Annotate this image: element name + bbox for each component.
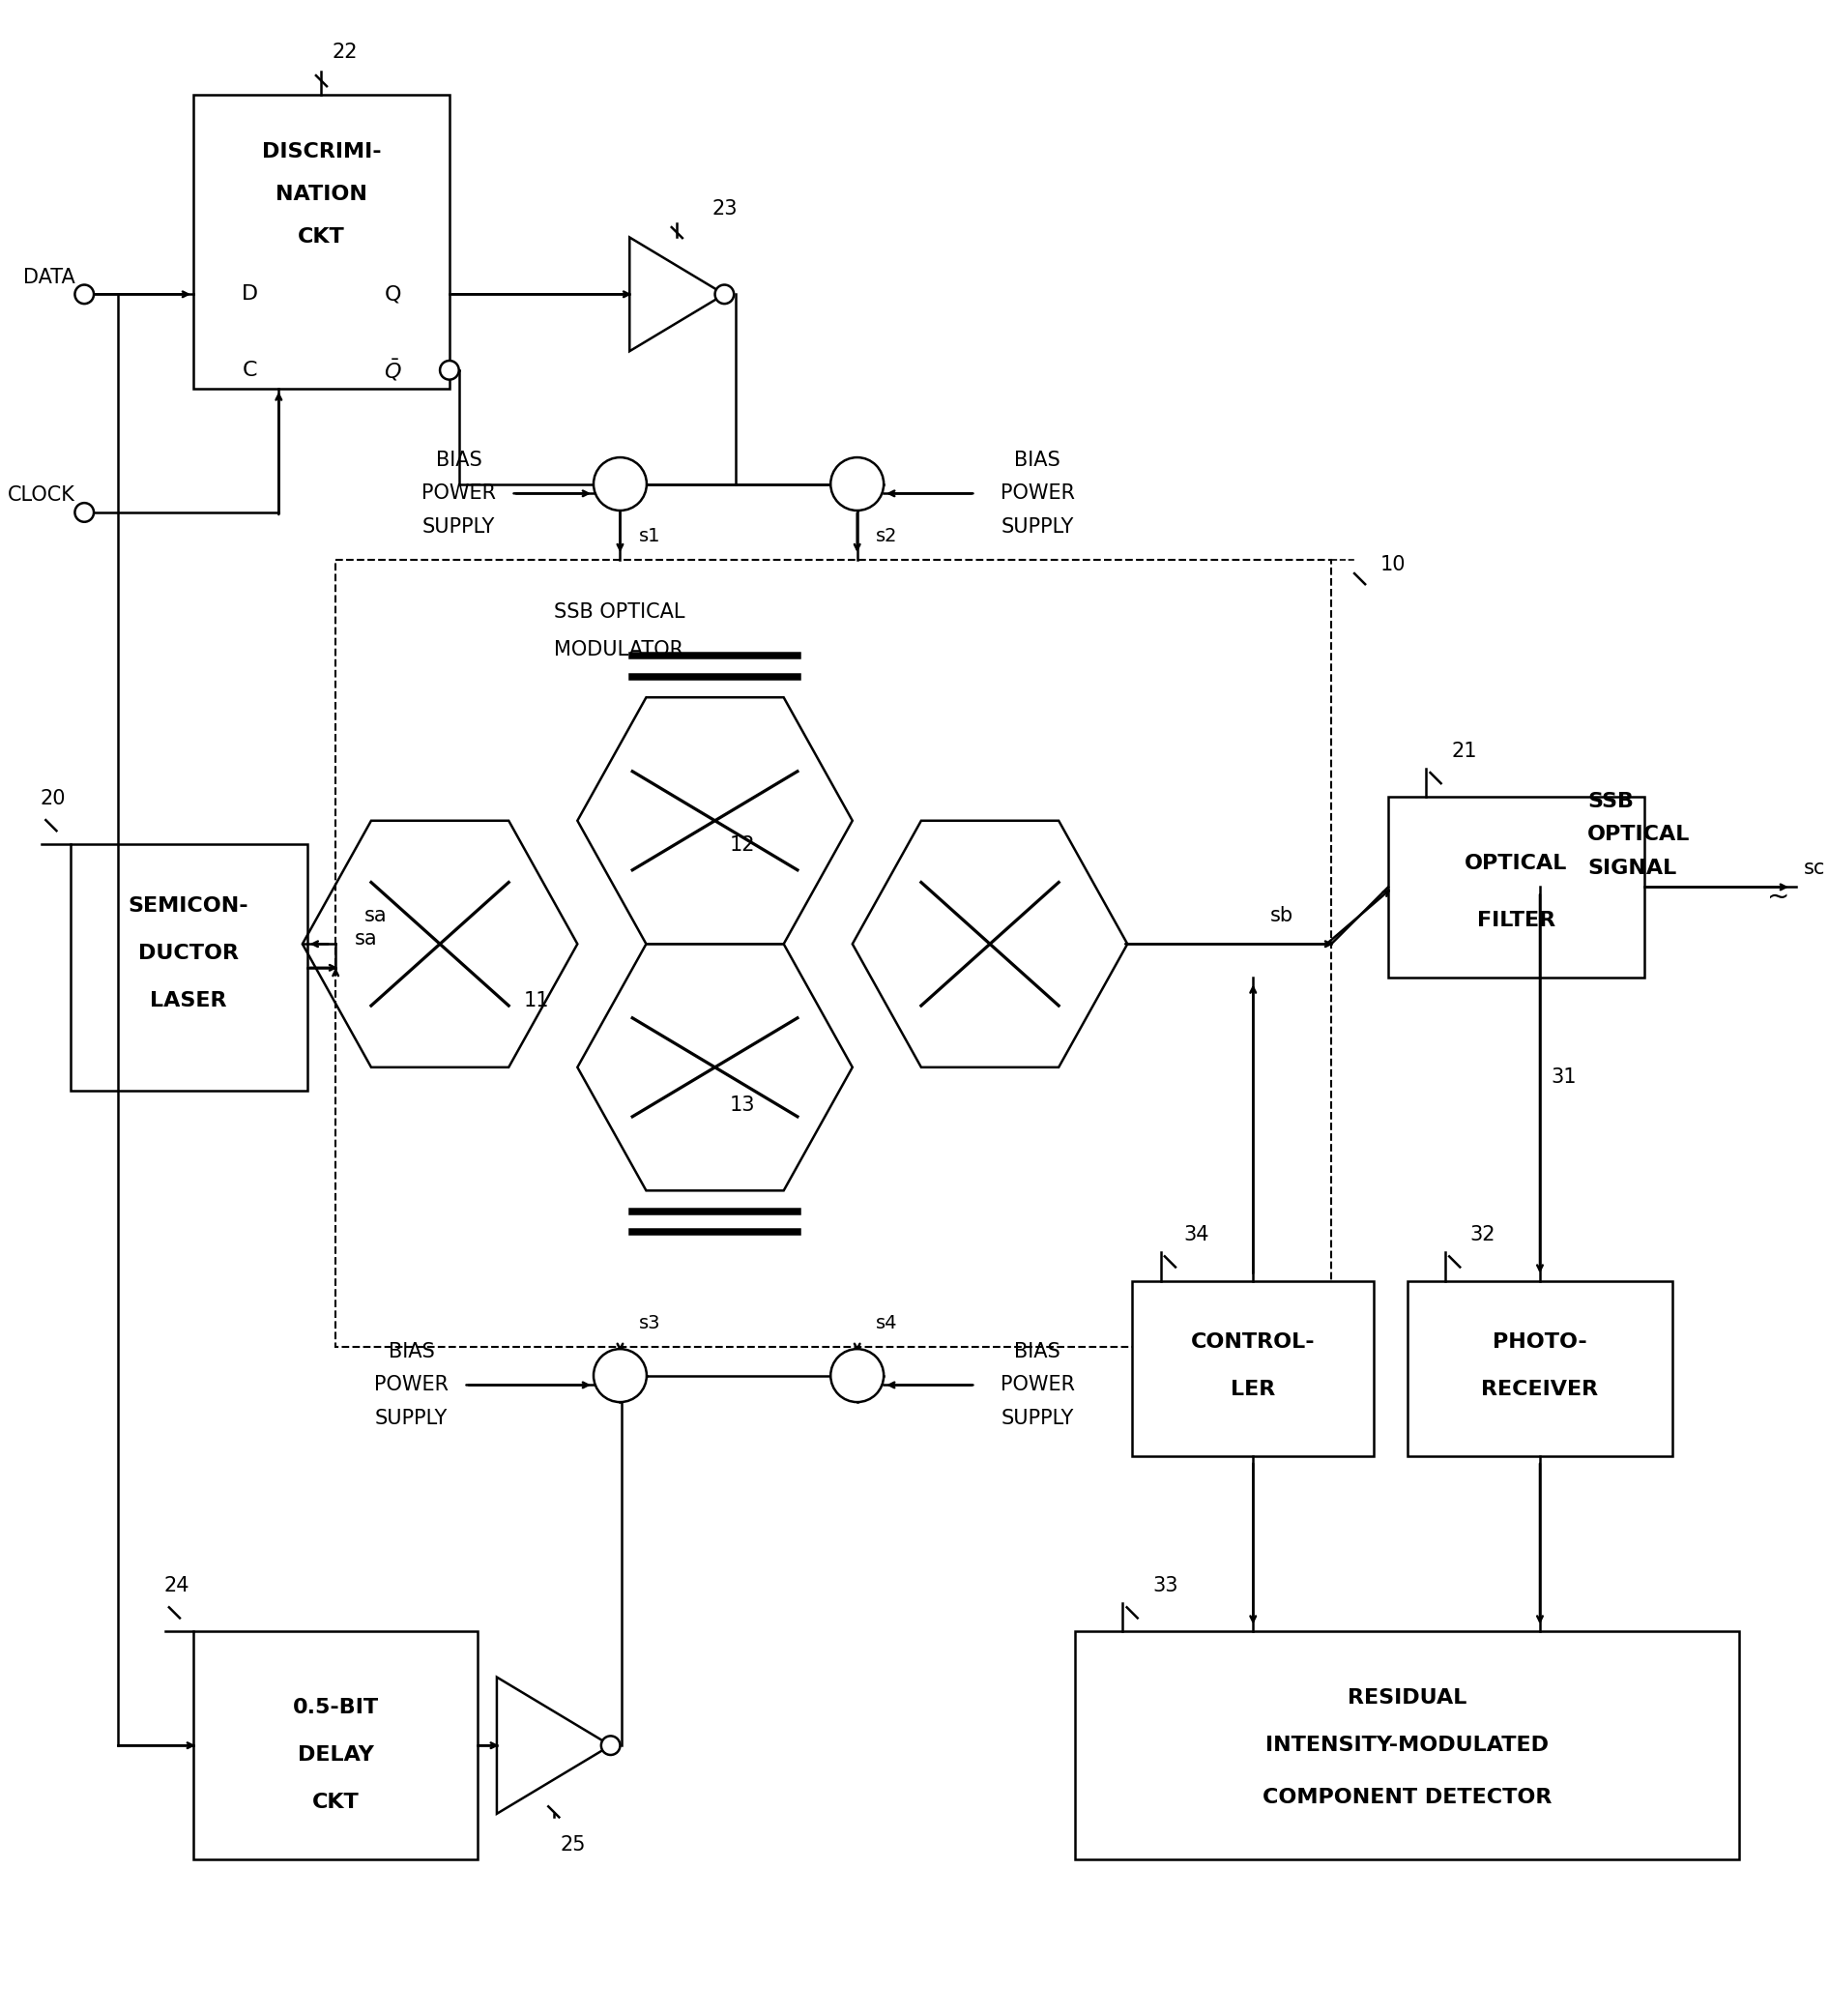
- Text: SEMICON-: SEMICON-: [128, 897, 249, 915]
- Bar: [194, 95, 450, 389]
- Text: 33: 33: [1152, 1577, 1178, 1597]
- Text: INTENSITY-MODULATED: INTENSITY-MODULATED: [1266, 1736, 1549, 1756]
- Text: SSB OPTICAL: SSB OPTICAL: [554, 603, 684, 621]
- Text: POWER: POWER: [375, 1375, 448, 1395]
- Text: sb: sb: [1269, 905, 1293, 925]
- Bar: [1388, 796, 1644, 978]
- Text: COMPONENT DETECTOR: COMPONENT DETECTOR: [1262, 1788, 1551, 1806]
- Text: SUPPLY: SUPPLY: [1000, 1409, 1074, 1427]
- Text: 13: 13: [730, 1095, 755, 1115]
- Text: 34: 34: [1183, 1226, 1209, 1244]
- Text: RESIDUAL: RESIDUAL: [1348, 1687, 1467, 1708]
- Text: SUPPLY: SUPPLY: [422, 516, 496, 536]
- Text: C: C: [243, 361, 258, 379]
- Bar: [1407, 1280, 1674, 1456]
- Circle shape: [830, 1349, 883, 1401]
- Text: $\bar{Q}$: $\bar{Q}$: [384, 357, 402, 383]
- Text: 0.5-BIT: 0.5-BIT: [293, 1697, 379, 1718]
- Text: LASER: LASER: [150, 992, 227, 1010]
- Text: 21: 21: [1450, 742, 1476, 762]
- Circle shape: [830, 458, 883, 510]
- Text: FILTER: FILTER: [1478, 911, 1555, 929]
- Circle shape: [441, 361, 459, 379]
- Text: OPTICAL: OPTICAL: [1588, 825, 1690, 845]
- Text: OPTICAL: OPTICAL: [1465, 853, 1567, 873]
- Text: LER: LER: [1231, 1381, 1275, 1399]
- Text: D: D: [241, 284, 258, 304]
- Text: s2: s2: [876, 526, 898, 544]
- Text: 11: 11: [523, 992, 549, 1010]
- Text: CKT: CKT: [298, 228, 346, 248]
- Text: s4: s4: [876, 1314, 898, 1333]
- Text: sa: sa: [355, 929, 377, 950]
- Text: CLOCK: CLOCK: [7, 486, 75, 506]
- Text: NATION: NATION: [276, 185, 368, 204]
- Text: 32: 32: [1471, 1226, 1496, 1244]
- Text: 20: 20: [40, 788, 66, 808]
- Text: CONTROL-: CONTROL-: [1191, 1333, 1315, 1353]
- Text: POWER: POWER: [1000, 484, 1075, 504]
- Text: 23: 23: [711, 200, 737, 218]
- Text: s1: s1: [638, 526, 660, 544]
- Text: BIAS: BIAS: [1015, 1343, 1061, 1361]
- Circle shape: [602, 1736, 620, 1756]
- Text: s3: s3: [638, 1314, 660, 1333]
- Text: DATA: DATA: [24, 268, 75, 286]
- Text: POWER: POWER: [422, 484, 496, 504]
- Text: RECEIVER: RECEIVER: [1481, 1381, 1599, 1399]
- Circle shape: [75, 284, 93, 304]
- Text: DUCTOR: DUCTOR: [139, 943, 240, 964]
- Text: BIAS: BIAS: [388, 1343, 435, 1361]
- Text: POWER: POWER: [1000, 1375, 1075, 1395]
- Bar: [1075, 1631, 1739, 1859]
- Text: DELAY: DELAY: [298, 1746, 373, 1764]
- Text: BIAS: BIAS: [435, 452, 483, 470]
- Bar: [70, 845, 307, 1091]
- Text: SUPPLY: SUPPLY: [375, 1409, 448, 1427]
- Text: 25: 25: [560, 1835, 585, 1855]
- Text: ~: ~: [1767, 883, 1791, 909]
- Circle shape: [594, 458, 647, 510]
- Text: MODULATOR: MODULATOR: [554, 641, 684, 659]
- Text: Q: Q: [384, 284, 401, 304]
- Text: SIGNAL: SIGNAL: [1588, 859, 1677, 877]
- Bar: [335, 560, 1332, 1347]
- Text: PHOTO-: PHOTO-: [1492, 1333, 1588, 1353]
- Text: 22: 22: [333, 42, 358, 62]
- Text: 10: 10: [1381, 554, 1407, 575]
- Circle shape: [594, 1349, 647, 1401]
- Circle shape: [715, 284, 733, 304]
- Text: sc: sc: [1803, 859, 1825, 877]
- Bar: [194, 1631, 477, 1859]
- Text: sa: sa: [364, 905, 388, 925]
- Text: SSB: SSB: [1588, 792, 1633, 810]
- Text: SUPPLY: SUPPLY: [1000, 516, 1074, 536]
- Circle shape: [75, 502, 93, 522]
- Text: DISCRIMI-: DISCRIMI-: [262, 143, 380, 161]
- Text: 24: 24: [163, 1577, 188, 1597]
- Text: 12: 12: [730, 837, 755, 855]
- Bar: [1132, 1280, 1374, 1456]
- Text: CKT: CKT: [313, 1792, 358, 1812]
- Text: BIAS: BIAS: [1015, 452, 1061, 470]
- Text: 31: 31: [1551, 1066, 1577, 1087]
